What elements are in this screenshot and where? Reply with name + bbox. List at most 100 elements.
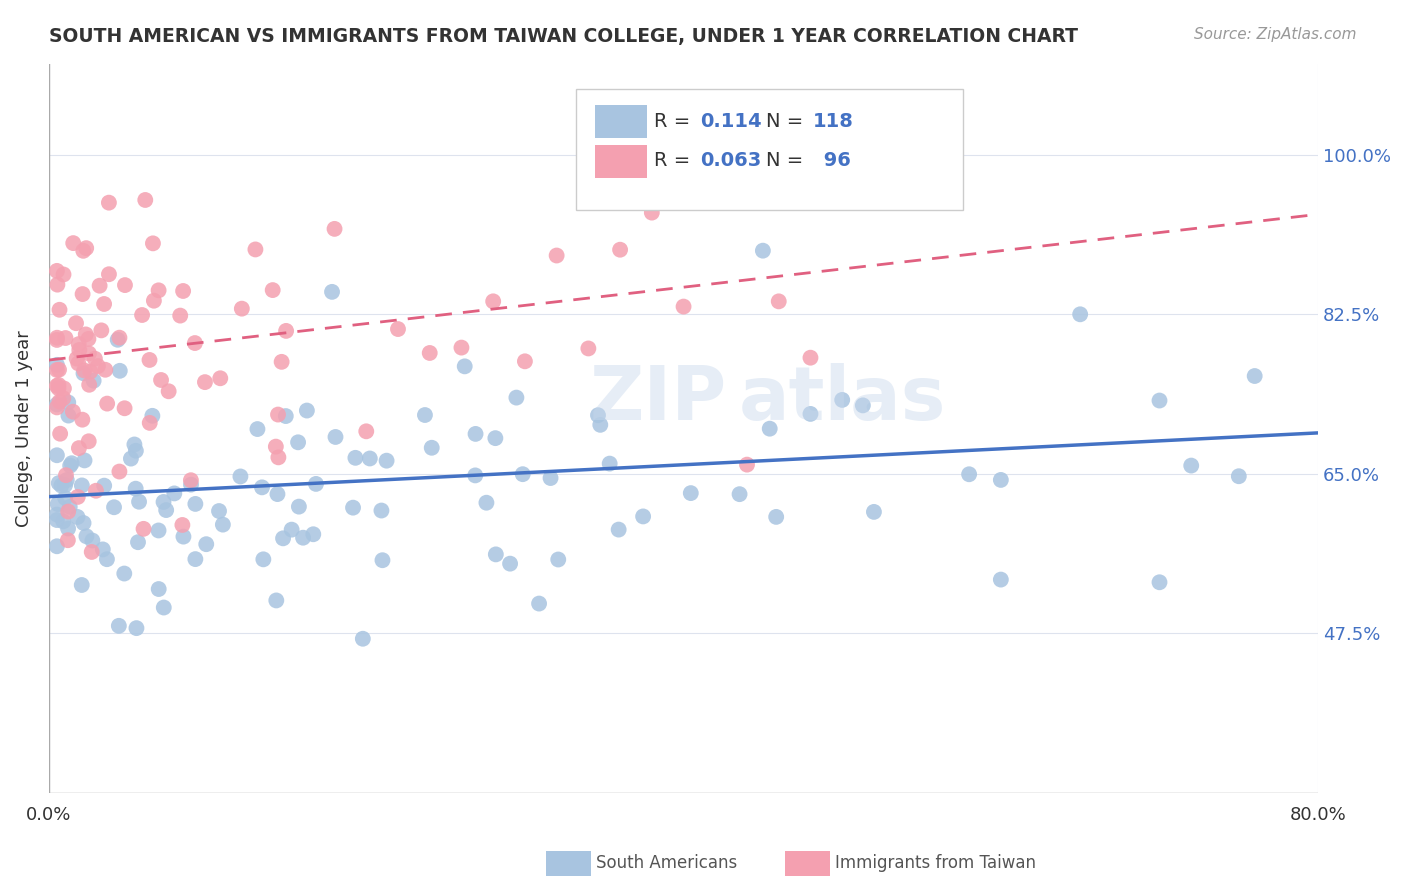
Point [77,346,100,360]
Point [274,409,297,423]
Point [464,468,486,483]
Point [704,136,727,150]
Point [271,532,294,546]
Point [55,473,77,487]
Point [172,284,194,298]
Point [280,523,302,537]
Point [172,530,194,544]
Point [375,453,398,467]
Text: 0.0%: 0.0% [27,806,72,824]
Point [231,301,253,316]
Point [163,486,186,500]
Y-axis label: College, Under 1 year: College, Under 1 year [15,330,32,526]
Text: 96: 96 [817,151,851,170]
Point [576,342,599,356]
Point [48,377,70,392]
Point [208,504,231,518]
Point [484,431,506,445]
Point [547,552,569,566]
Text: N =: N = [766,151,810,170]
Point [482,294,505,309]
Point [93,297,115,311]
Text: SOUTH AMERICAN VS IMMIGRANTS FROM TAIWAN COLLEGE, UNDER 1 YEAR CORRELATION CHART: SOUTH AMERICAN VS IMMIGRANTS FROM TAIWAN… [49,27,1078,45]
Point [172,518,194,533]
Point [45,363,67,377]
Point [184,497,207,511]
Point [55,468,77,483]
Point [125,621,148,635]
Point [180,473,202,487]
Point [48,381,70,395]
Point [66,510,89,524]
Text: 80.0%: 80.0% [1289,806,1347,824]
Point [134,193,156,207]
Point [79,365,101,379]
Point [58,504,80,518]
Point [728,487,751,501]
Point [419,346,441,360]
Point [72,412,94,426]
Point [499,557,522,571]
Point [125,443,148,458]
Point [1243,369,1265,384]
Point [108,465,131,479]
Point [344,450,367,465]
Point [752,244,775,258]
Point [45,333,67,347]
Point [370,503,392,517]
Point [148,582,170,596]
Point [863,505,886,519]
Point [75,529,97,543]
Point [735,458,758,472]
Point [48,476,70,491]
Point [1149,393,1171,408]
Point [990,573,1012,587]
Point [141,409,163,423]
Point [114,278,136,293]
Point [527,597,550,611]
Text: R =: R = [654,151,696,170]
Point [138,353,160,368]
Point [90,323,112,337]
Point [356,425,378,439]
Point [245,243,267,257]
Point [505,391,527,405]
Text: N =: N = [766,112,810,131]
Point [124,437,146,451]
Point [957,467,980,482]
Point [46,331,69,345]
Point [67,343,90,357]
Point [229,469,252,483]
Point [82,533,104,548]
Point [589,417,612,432]
Point [831,392,853,407]
Point [758,422,780,436]
Point [371,553,394,567]
Point [267,408,290,422]
Point [62,405,84,419]
Point [89,278,111,293]
Point [49,426,72,441]
Point [58,395,80,409]
Point [52,381,75,395]
Point [56,522,79,536]
Point [264,440,287,454]
Point [1180,458,1202,473]
Point [45,448,67,462]
Point [55,331,77,345]
Point [107,333,129,347]
Point [97,195,120,210]
Point [454,359,477,374]
Point [352,632,374,646]
Point [270,355,292,369]
Point [77,434,100,449]
Point [295,403,318,417]
Point [546,248,568,262]
Point [1149,575,1171,590]
Point [799,407,821,421]
Point [464,426,486,441]
Point [45,358,67,372]
Point [513,354,536,368]
Point [128,494,150,508]
Point [72,287,94,301]
